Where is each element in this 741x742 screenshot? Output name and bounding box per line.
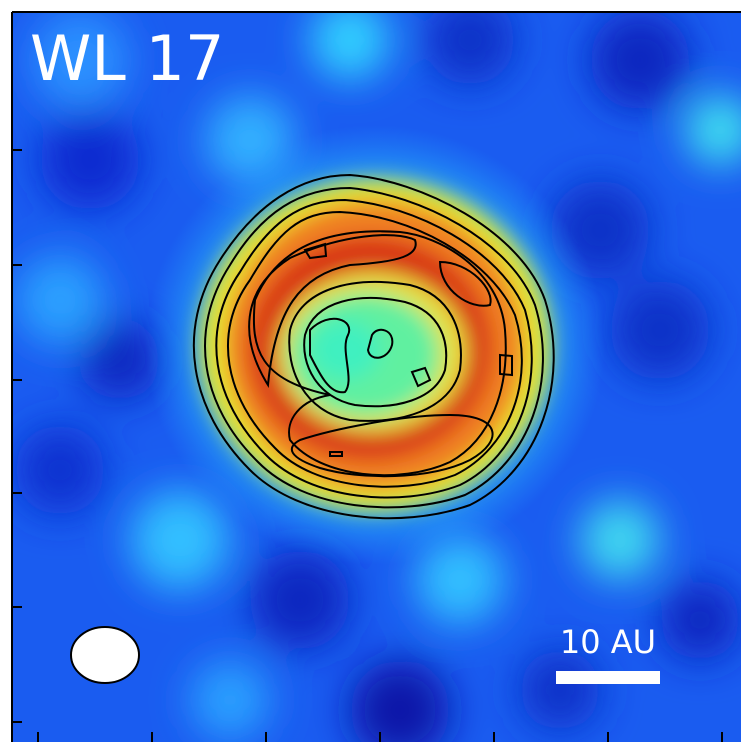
disk	[200, 180, 550, 510]
source-label: WL 17	[30, 22, 224, 95]
scale-bar	[556, 671, 660, 684]
page: 10 AU WL 17 (() => { const data = JSON.p…	[0, 0, 741, 742]
scale-label: 10 AU	[560, 623, 656, 661]
beam-ellipse	[71, 627, 139, 683]
emission-map: 10 AU WL 17	[13, 0, 741, 742]
image-panel: 10 AU WL 17	[0, 0, 741, 742]
